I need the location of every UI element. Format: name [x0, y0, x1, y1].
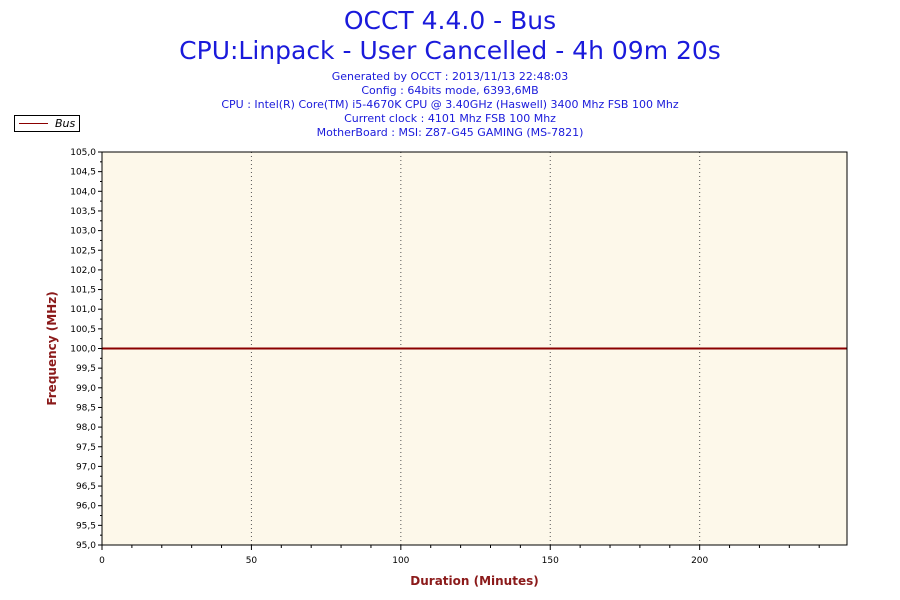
y-tick-label: 101,5 [70, 286, 96, 296]
x-axis: 0 50 100 150 200 [99, 544, 847, 566]
y-tick-label: 96,5 [76, 482, 96, 492]
y-tick-label: 102,0 [70, 266, 96, 276]
x-tick-label: 0 [99, 556, 105, 566]
info-generated: Generated by OCCT : 2013/11/13 22:48:03 [331, 70, 569, 83]
y-tick-label: 100,0 [70, 345, 96, 355]
y-tick-label: 98,0 [76, 423, 96, 433]
y-tick-label: 97,0 [76, 462, 96, 472]
y-tick-label: 100,5 [70, 325, 96, 335]
y-tick-label: 99,5 [76, 364, 96, 374]
y-axis-title: Frequency (MHz) [45, 291, 59, 405]
y-tick-label: 103,5 [70, 207, 96, 217]
y-tick-label: 105,0 [70, 148, 96, 158]
y-tick-label: 104,5 [70, 168, 96, 178]
y-tick-label: 96,0 [76, 502, 96, 512]
x-tick-label: 50 [246, 556, 258, 566]
y-tick-label: 104,0 [70, 187, 96, 197]
plot-border [101, 151, 848, 546]
info-current-clock: Current clock : 4101 Mhz FSB 100 Mhz [344, 112, 556, 125]
y-tick-label: 103,0 [70, 227, 96, 237]
x-tick-label: 100 [392, 556, 409, 566]
y-tick-label: 95,5 [76, 521, 96, 531]
legend-swatch [19, 123, 48, 124]
info-config: Config : 64bits mode, 6393,6MB [361, 84, 539, 97]
y-tick-label: 95,0 [76, 541, 96, 551]
y-tick-label: 98,5 [76, 403, 96, 413]
x-tick-label: 200 [691, 556, 708, 566]
legend: Bus [14, 115, 80, 132]
y-tick-label: 99,0 [76, 384, 96, 394]
y-tick-label: 102,5 [70, 246, 96, 256]
x-tick-label: 150 [542, 556, 559, 566]
info-cpu: CPU : Intel(R) Core(TM) i5-4670K CPU @ 3… [221, 98, 679, 111]
info-motherboard: MotherBoard : MSI: Z87-G45 GAMING (MS-78… [316, 126, 584, 139]
chart-title: OCCT 4.4.0 - Bus [343, 6, 557, 35]
chart-subtitle: CPU:Linpack - User Cancelled - 4h 09m 20… [179, 36, 721, 65]
y-tick-label: 97,5 [76, 443, 96, 453]
x-axis-title: Duration (Minutes) [410, 574, 538, 588]
y-tick-label: 101,0 [70, 305, 96, 315]
y-axis: 95,0 95,5 96,0 96,5 97,0 97,5 98,0 98,5 99,0 99,5… [70, 148, 103, 551]
legend-label: Bus [55, 117, 76, 130]
